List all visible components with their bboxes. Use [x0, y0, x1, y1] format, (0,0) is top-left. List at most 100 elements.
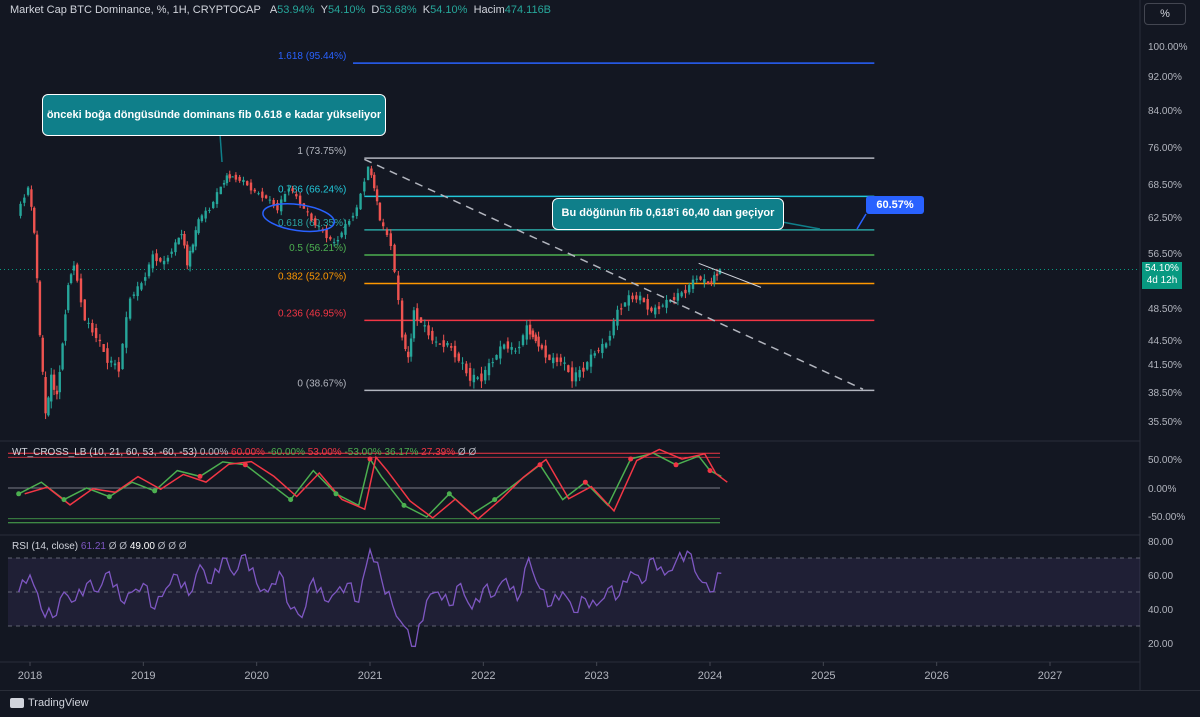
trendline-dashed	[364, 158, 864, 390]
candle-body	[35, 234, 39, 279]
price-tick-label: 56.50%	[1148, 249, 1182, 260]
candle-body	[183, 233, 186, 246]
tradingview-icon	[10, 698, 24, 708]
candle-body	[552, 357, 555, 364]
price-callout-label[interactable]: 60.57%	[866, 196, 924, 214]
wt-cross-dot	[401, 502, 407, 508]
candle-body	[574, 372, 578, 382]
candle-body	[194, 230, 197, 247]
candle-body	[555, 357, 559, 362]
candle-body	[453, 345, 457, 358]
candle-body	[548, 354, 551, 361]
candle-body	[506, 341, 510, 349]
candle-body	[476, 377, 479, 379]
percent-scale-button[interactable]: %	[1144, 3, 1186, 25]
candle-body	[79, 278, 83, 303]
price-tick-label: 92.00%	[1148, 72, 1182, 83]
candle-body	[228, 174, 231, 179]
candle-body	[620, 308, 623, 310]
candle-body	[604, 343, 608, 348]
candle-body	[375, 189, 379, 202]
rsi-value-4: Ø	[154, 541, 166, 552]
wt-value-2: -60.00%	[264, 447, 305, 458]
annotation-note-current-cycle[interactable]: Bu döğünün fib 0,618'i 60,40 dan geçiyor	[552, 198, 784, 230]
time-tick-label: 2026	[924, 670, 948, 682]
rsi-value-3: 49.00	[127, 541, 155, 552]
highlight-ellipse	[262, 203, 336, 233]
candle-body	[329, 237, 332, 240]
fib-level-label: 1 (73.75%)	[297, 146, 346, 157]
candle-body	[537, 336, 540, 347]
candle-body	[50, 374, 53, 402]
candle-body	[465, 363, 468, 374]
candle-body	[373, 174, 376, 189]
wt-cross-dot	[333, 491, 339, 497]
candle-body	[650, 307, 653, 312]
wt-value-7: Ø	[455, 447, 466, 458]
candle-body	[186, 244, 189, 266]
candle-body	[238, 176, 241, 181]
rsi-tick-label: 80.00	[1148, 537, 1173, 548]
rsi-tick-label: 60.00	[1148, 571, 1173, 582]
price-tick-label: 68.50%	[1148, 180, 1182, 191]
candle-body	[197, 219, 200, 234]
candle-body	[64, 314, 67, 341]
open-value: 53.94%	[277, 4, 315, 16]
time-tick-label: 2019	[131, 670, 155, 682]
wt-value-5: 36.17%	[381, 447, 419, 458]
trendline-recent	[698, 262, 762, 288]
time-tick-label: 2025	[811, 670, 835, 682]
candle-body	[242, 179, 245, 183]
candle-body	[589, 354, 593, 367]
candle-body	[132, 294, 136, 296]
price-tick-label: 48.50%	[1148, 304, 1182, 315]
candle-body	[397, 275, 400, 301]
candle-body	[87, 322, 90, 324]
candle-body	[518, 346, 521, 349]
candle-body	[635, 295, 638, 300]
symbol-title[interactable]: Market Cap BTC Dominance, %, 1H, CRYPTOC…	[10, 4, 261, 16]
wt-indicator-legend[interactable]: WT_CROSS_LB (10, 21, 60, 53, -60, -53) 0…	[12, 447, 476, 458]
time-tick-label: 2020	[244, 670, 268, 682]
candle-body	[261, 191, 264, 198]
candle-body	[332, 242, 336, 244]
candle-body	[188, 250, 192, 267]
candle-body	[117, 362, 120, 372]
close-value: 54.10%	[430, 4, 468, 16]
annotation-note-previous-cycle[interactable]: önceki boğa döngüsünde dominans fib 0.61…	[42, 94, 386, 136]
wt-cross-dot	[707, 468, 713, 474]
rsi-indicator-legend[interactable]: RSI (14, close) 61.21 Ø Ø 49.00 Ø Ø Ø	[12, 541, 187, 552]
note2-pointer	[781, 221, 821, 230]
wt-value-8: Ø	[465, 447, 477, 458]
wt-cross-dot	[537, 462, 543, 468]
wt-tick-label: 50.00%	[1148, 455, 1182, 466]
candle-body	[144, 277, 147, 281]
candle-body	[525, 325, 528, 340]
candle-body	[317, 226, 321, 228]
candle-body	[412, 310, 416, 339]
candle-body	[404, 334, 407, 350]
candle-body	[409, 338, 413, 357]
symbol-info-bar: Market Cap BTC Dominance, %, 1H, CRYPTOC…	[10, 4, 551, 16]
candle-body	[102, 344, 105, 352]
candle-body	[340, 232, 343, 238]
footer-bar: TradingView	[0, 690, 1200, 717]
candle-body	[272, 200, 275, 207]
candle-body	[23, 197, 26, 203]
candle-body	[33, 207, 36, 233]
wt-value-1: 60.00%	[228, 447, 265, 458]
candle-body	[325, 229, 328, 239]
tradingview-logo[interactable]: TradingView	[10, 697, 89, 709]
price-tick-label: 84.00%	[1148, 106, 1182, 117]
candle-body	[521, 335, 525, 346]
candle-body	[208, 209, 211, 211]
candle-body	[113, 363, 117, 366]
wt-cross-dot	[152, 488, 158, 494]
candle-body	[646, 298, 649, 310]
candle-body	[484, 369, 487, 381]
candle-body	[219, 186, 222, 195]
candle-body	[416, 308, 419, 321]
candle-body	[44, 377, 47, 414]
candle-body	[26, 187, 30, 195]
rsi-line	[18, 547, 722, 648]
